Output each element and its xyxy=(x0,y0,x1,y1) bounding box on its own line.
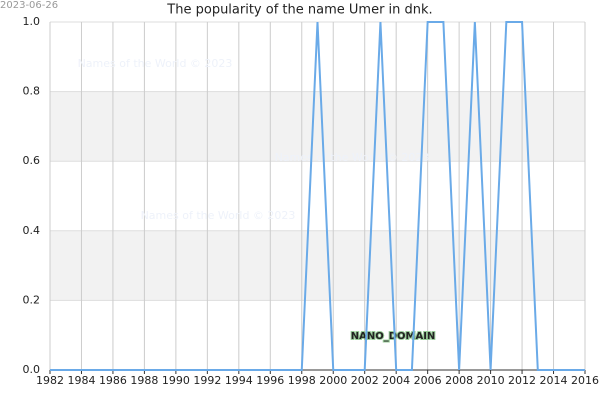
x-tick-label: 1990 xyxy=(162,374,190,387)
x-tick-label: 1992 xyxy=(193,374,221,387)
x-tick-label: 2004 xyxy=(382,374,410,387)
x-tick-label: 2000 xyxy=(319,374,347,387)
x-tick-label: 2010 xyxy=(477,374,505,387)
watermark: Names of the World © 2023 xyxy=(78,57,233,70)
grid-band xyxy=(50,91,585,162)
watermark: Names of the World © 2023 xyxy=(275,151,430,164)
x-tick-label: 2014 xyxy=(540,374,568,387)
date-stamp: 2023-06-26 xyxy=(0,0,58,11)
x-tick-label: 1994 xyxy=(225,374,253,387)
y-tick-label: 0.4 xyxy=(23,224,41,237)
plot-area xyxy=(50,22,585,370)
x-tick-label: 1996 xyxy=(256,374,284,387)
x-tick-label: 2016 xyxy=(571,374,599,387)
y-tick-label: 0.0 xyxy=(23,363,41,376)
grid-band xyxy=(50,230,585,301)
x-tick-label: 2006 xyxy=(414,374,442,387)
series-line xyxy=(50,21,585,371)
y-tick-label: 0.6 xyxy=(23,154,41,167)
x-tick-label: 1986 xyxy=(99,374,127,387)
x-tick-label: 2008 xyxy=(445,374,473,387)
x-tick-label: 1988 xyxy=(130,374,158,387)
y-tick-label: 1.0 xyxy=(23,15,41,28)
y-tick-label: 0.8 xyxy=(23,85,41,98)
x-tick-label: 1982 xyxy=(36,374,64,387)
domain-label: NANO_DOMAIN xyxy=(351,331,436,342)
chart-title: The popularity of the name Umer in dnk. xyxy=(166,3,432,18)
watermark: Names of the World © 2023 xyxy=(141,209,296,222)
x-tick-label: 2002 xyxy=(351,374,379,387)
x-tick-label: 1984 xyxy=(67,374,95,387)
x-tick-label: 2012 xyxy=(508,374,536,387)
y-tick-label: 0.2 xyxy=(23,293,41,306)
x-tick-label: 1998 xyxy=(288,374,316,387)
